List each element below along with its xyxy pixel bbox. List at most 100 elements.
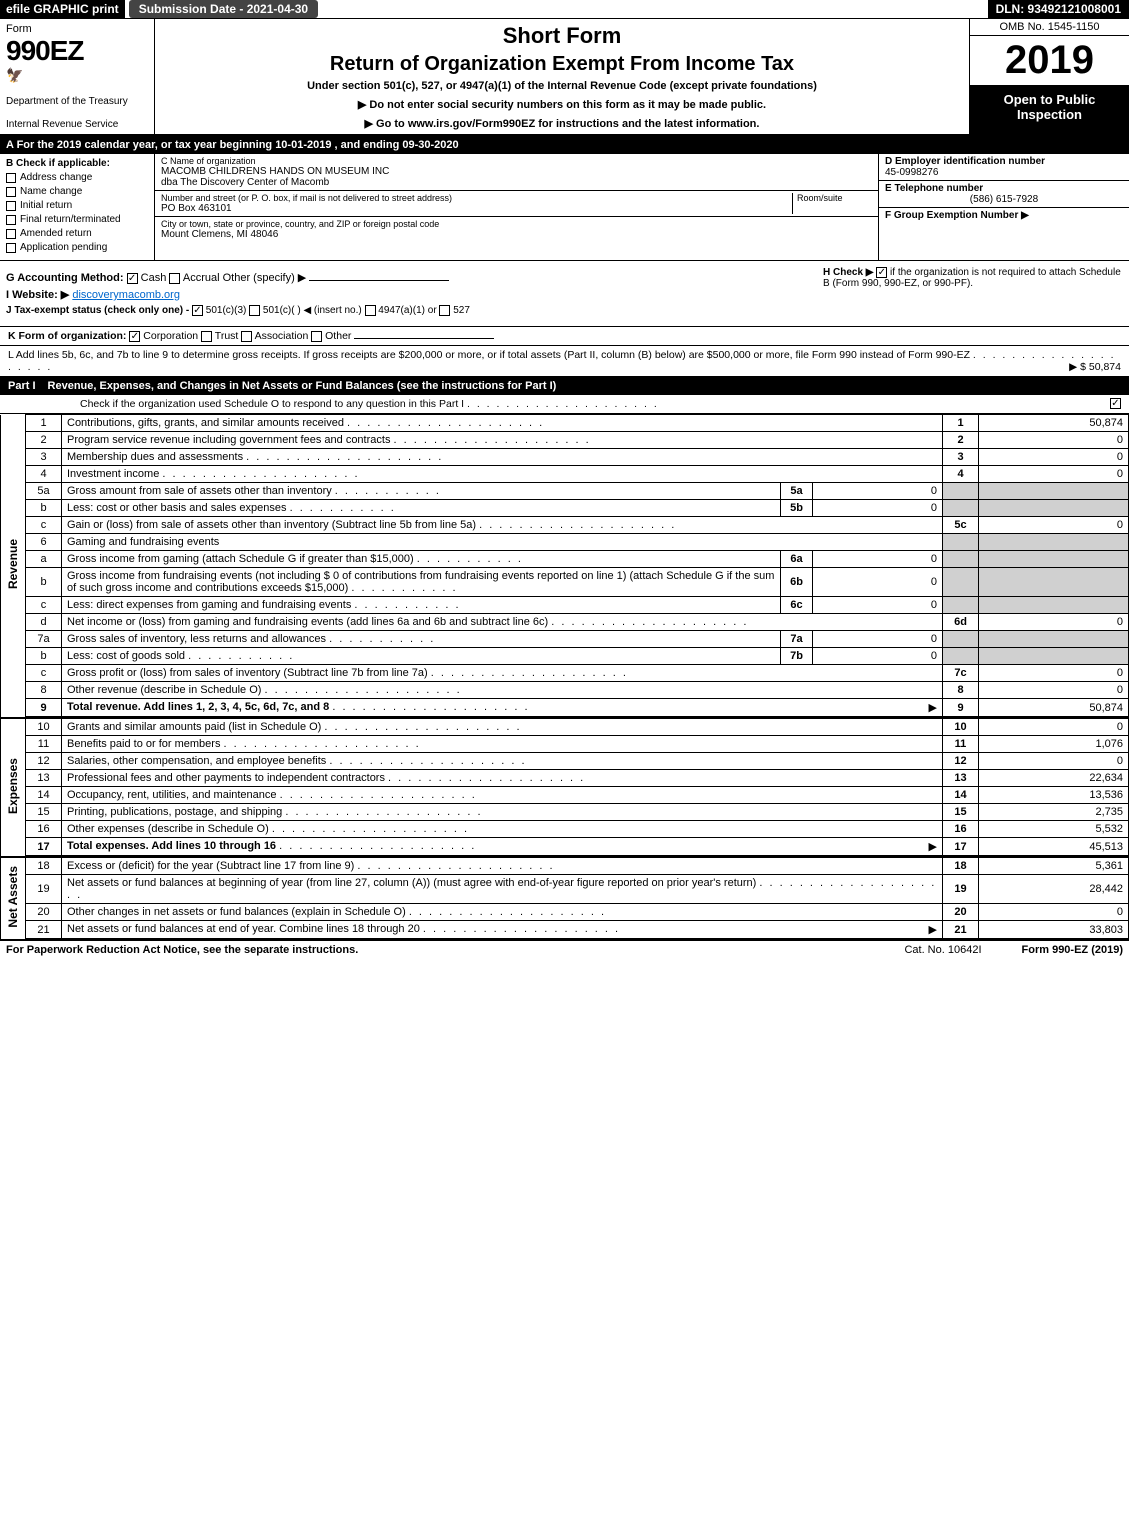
row-desc: Net assets or fund balances at end of ye…	[62, 921, 943, 939]
row-desc: Gross sales of inventory, less returns a…	[62, 631, 781, 648]
other-org-input[interactable]	[354, 338, 494, 339]
table-row: 12Salaries, other compensation, and empl…	[1, 753, 1129, 770]
row-desc: Gain or (loss) from sale of assets other…	[62, 517, 943, 534]
line-val: 0	[979, 665, 1129, 682]
info-block: B Check if applicable: Address change Na…	[0, 154, 1129, 261]
row-number: 11	[26, 736, 62, 753]
col-def: D Employer identification number 45-0998…	[879, 154, 1129, 260]
row-number: 20	[26, 904, 62, 921]
line-k: K Form of organization: Corporation Trus…	[0, 327, 1129, 346]
chk-name-change[interactable]: Name change	[6, 186, 148, 197]
line-num: 21	[943, 921, 979, 939]
table-row: 4Investment income 40	[1, 466, 1129, 483]
footer-right: Form 990-EZ (2019)	[1022, 944, 1123, 956]
chk-final-return[interactable]: Final return/terminated	[6, 214, 148, 225]
group-label: F Group Exemption Number ▶	[885, 210, 1123, 221]
table-row: 2Program service revenue including gover…	[1, 432, 1129, 449]
chk-4947[interactable]	[365, 305, 376, 316]
chk-other-org[interactable]	[311, 331, 322, 342]
org-city-row: City or town, state or province, country…	[155, 217, 878, 242]
row-desc: Other expenses (describe in Schedule O)	[62, 821, 943, 838]
chk-address-change[interactable]: Address change	[6, 172, 148, 183]
chk-accrual[interactable]	[169, 273, 180, 284]
table-row: bLess: cost of goods sold 7b0	[1, 648, 1129, 665]
row-number: 18	[26, 857, 62, 875]
line-val: 5,361	[979, 857, 1129, 875]
col-c-org-info: C Name of organization MACOMB CHILDRENS …	[155, 154, 879, 260]
row-number: b	[26, 500, 62, 517]
row-desc: Gross income from gaming (attach Schedul…	[62, 551, 781, 568]
line-num: 16	[943, 821, 979, 838]
website-link[interactable]: discoverymacomb.org	[72, 289, 180, 301]
row-desc: Other changes in net assets or fund bala…	[62, 904, 943, 921]
chk-amended-return[interactable]: Amended return	[6, 228, 148, 239]
row-number: 9	[26, 699, 62, 717]
line-val: 22,634	[979, 770, 1129, 787]
sub-line-num: 5a	[781, 483, 813, 500]
ein-value: 45-0998276	[885, 167, 1123, 178]
row-desc: Program service revenue including govern…	[62, 432, 943, 449]
table-row: aGross income from gaming (attach Schedu…	[1, 551, 1129, 568]
line-num: 8	[943, 682, 979, 699]
table-row: cGain or (loss) from sale of assets othe…	[1, 517, 1129, 534]
row-desc: Total revenue. Add lines 1, 2, 3, 4, 5c,…	[62, 699, 943, 717]
line-num: 7c	[943, 665, 979, 682]
chk-association[interactable]	[241, 331, 252, 342]
chk-schedule-b[interactable]	[876, 267, 887, 278]
line-num: 20	[943, 904, 979, 921]
chk-501c3[interactable]	[192, 305, 203, 316]
row-desc: Less: cost of goods sold	[62, 648, 781, 665]
expenses-table: Expenses10Grants and similar amounts pai…	[0, 717, 1129, 856]
gh-right: H Check ▶ if the organization is not req…	[823, 267, 1123, 320]
row-number: 16	[26, 821, 62, 838]
part-i-label: Part I	[8, 380, 48, 392]
return-title: Return of Organization Exempt From Incom…	[163, 53, 961, 76]
line-val: 45,513	[979, 838, 1129, 856]
sub-line-val: 0	[813, 500, 943, 517]
treasury-seal-icon: 🦅	[6, 67, 148, 84]
addr-label: Number and street (or P. O. box, if mail…	[161, 193, 792, 203]
tax-year: 2019	[970, 36, 1129, 86]
phone-value: (586) 615-7928	[885, 194, 1123, 205]
chk-501c[interactable]	[249, 305, 260, 316]
line-val: 33,803	[979, 921, 1129, 939]
part-i-title: Revenue, Expenses, and Changes in Net As…	[48, 380, 1121, 392]
open-public-notice: Open to Public Inspection	[970, 86, 1129, 134]
form-header: Form 990EZ 🦅 Department of the Treasury …	[0, 19, 1129, 136]
table-row: dNet income or (loss) from gaming and fu…	[1, 614, 1129, 631]
row-number: 17	[26, 838, 62, 856]
subtitle: Under section 501(c), 527, or 4947(a)(1)…	[163, 80, 961, 92]
sub-line-num: 6b	[781, 568, 813, 597]
line-val: 13,536	[979, 787, 1129, 804]
line-num: 2	[943, 432, 979, 449]
other-specify-input[interactable]	[309, 280, 449, 281]
row-number: 12	[26, 753, 62, 770]
chk-cash[interactable]	[127, 273, 138, 284]
chk-schedule-o[interactable]	[1110, 398, 1121, 409]
irs-label: Internal Revenue Service	[6, 119, 148, 130]
line-val: 2,735	[979, 804, 1129, 821]
row-desc: Occupancy, rent, utilities, and maintena…	[62, 787, 943, 804]
line-val: 0	[979, 432, 1129, 449]
table-row: 17Total expenses. Add lines 10 through 1…	[1, 838, 1129, 856]
chk-initial-return[interactable]: Initial return	[6, 200, 148, 211]
section-label: Net Assets	[6, 866, 20, 928]
sub-line-val: 0	[813, 631, 943, 648]
chk-527[interactable]	[439, 305, 450, 316]
header-right: OMB No. 1545-1150 2019 Open to Public In…	[969, 19, 1129, 134]
chk-trust[interactable]	[201, 331, 212, 342]
table-row: 9Total revenue. Add lines 1, 2, 3, 4, 5c…	[1, 699, 1129, 717]
row-desc: Gross profit or (loss) from sales of inv…	[62, 665, 943, 682]
table-row: 6Gaming and fundraising events	[1, 534, 1129, 551]
chk-application-pending[interactable]: Application pending	[6, 242, 148, 253]
submission-date: Submission Date - 2021-04-30	[129, 0, 318, 18]
revenue-table: Revenue1Contributions, gifts, grants, an…	[0, 414, 1129, 717]
sub-line-val: 0	[813, 483, 943, 500]
efile-label[interactable]: efile GRAPHIC print	[0, 0, 125, 18]
phone-label: E Telephone number	[885, 183, 1123, 194]
dept-label: Department of the Treasury	[6, 96, 148, 107]
chk-corporation[interactable]	[129, 331, 140, 342]
row-number: 19	[26, 875, 62, 904]
line-num: 13	[943, 770, 979, 787]
row-number: 6	[26, 534, 62, 551]
